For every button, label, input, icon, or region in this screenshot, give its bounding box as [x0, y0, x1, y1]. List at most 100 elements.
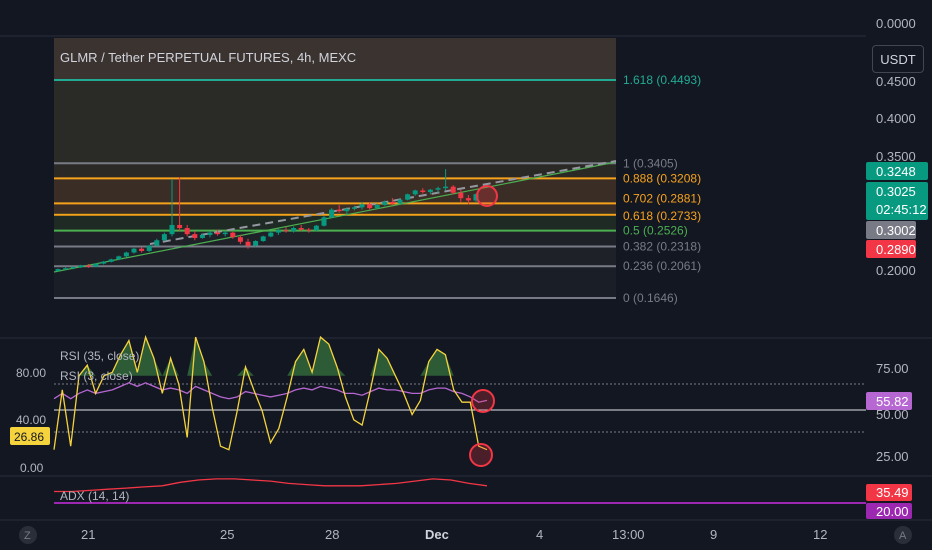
- fib-label: 1 (0.3405): [623, 156, 678, 170]
- rsi-right-tick: 25.00: [876, 449, 909, 464]
- time-tick: 4: [536, 527, 543, 542]
- candle-body: [367, 204, 373, 209]
- badge-bg: [866, 240, 916, 258]
- adx-pane: ADX (14, 14) 35.49 20.00: [54, 478, 912, 519]
- candle-body: [283, 230, 289, 232]
- candle-body: [245, 241, 251, 246]
- price-badge-low: 0.2890: [876, 242, 916, 257]
- price-tick: 0.0000: [876, 16, 916, 31]
- fib-label: 0.382 (0.2318): [623, 240, 701, 254]
- highlight-circle-rsi-fast: [469, 443, 493, 467]
- candle-body: [397, 199, 403, 204]
- symbol-title: GLMR / Tether PERPETUAL FUTURES, 4h, MEX…: [60, 50, 356, 65]
- uptrend-line: [53, 161, 617, 273]
- candle-body: [473, 194, 479, 201]
- candle-body: [260, 236, 266, 242]
- candle-body: [405, 194, 411, 200]
- candle-body: [222, 232, 228, 235]
- rsi-slow-badge-bg: [866, 392, 912, 410]
- time-tick: 9: [710, 527, 717, 542]
- rsi-overbought-fill: [54, 337, 487, 376]
- candle-body: [389, 201, 395, 204]
- candle-body: [351, 207, 357, 209]
- candle-body: [78, 265, 84, 268]
- auto-scale-button[interactable]: [894, 526, 912, 544]
- candle-body: [177, 224, 183, 229]
- price-badge-mid: 0.3002: [876, 223, 916, 238]
- candle-body: [427, 189, 433, 193]
- candle-body: [70, 267, 76, 269]
- fib-zone-top: [54, 38, 616, 80]
- highlight-circle-price: [476, 185, 498, 207]
- candle-body: [306, 229, 312, 231]
- candle-body: [420, 190, 426, 193]
- price-tick: 0.2000: [876, 263, 916, 278]
- rsi-pane: RSI (35, close) RSI (3, close) 80.00 40.…: [10, 334, 912, 475]
- candle-body: [131, 248, 137, 253]
- price-tick: 0.3500: [876, 149, 916, 164]
- candle-body: [139, 248, 145, 251]
- price-badge-high: 0.3248: [876, 164, 916, 179]
- candle-body: [382, 201, 388, 206]
- candle-body: [458, 192, 464, 199]
- fib-zone-upper: [54, 80, 616, 162]
- currency-button[interactable]: USDT: [872, 45, 924, 73]
- fib-zone-1: [54, 162, 616, 179]
- candle-body: [253, 241, 259, 246]
- candle-body: [412, 190, 418, 195]
- price-badge-last: 0.3025: [876, 184, 916, 199]
- price-badges: 0.3248 0.3025 02:45:12 0.3002 0.2890: [866, 162, 928, 258]
- badge-bg: [866, 221, 916, 239]
- rsi-left-tick: 80.00: [16, 366, 46, 380]
- candle-body: [55, 269, 61, 271]
- fib-zone-2: [54, 179, 616, 213]
- adx-badge: 35.49: [876, 485, 909, 500]
- candle-body: [154, 240, 160, 246]
- rsi-slow-line: [53, 382, 488, 403]
- time-tick: Dec: [425, 527, 449, 542]
- adx-title: ADX (14, 14): [60, 489, 129, 503]
- candle-body: [230, 232, 236, 238]
- fib-zone-4: [54, 230, 616, 266]
- highlight-circle-rsi-slow: [471, 389, 495, 413]
- candle-body: [207, 232, 213, 235]
- candle-body: [374, 205, 380, 209]
- time-tick: 25: [220, 527, 234, 542]
- candle-body: [63, 268, 69, 270]
- candle-body: [450, 186, 456, 193]
- timezone-icon: Z: [24, 530, 31, 542]
- candle-body: [465, 198, 471, 201]
- auto-scale-icon: A: [899, 530, 907, 542]
- candle-body: [199, 234, 205, 238]
- fib-label: 0.5 (0.2526): [623, 224, 688, 238]
- fib-label: 0.618 (0.2733): [623, 209, 701, 223]
- candle-body: [161, 234, 167, 241]
- rsi-right-tick: 50.00: [876, 407, 909, 422]
- candle-body: [344, 208, 350, 212]
- rsi-fast-title: RSI (3, close): [60, 369, 133, 383]
- candle-body: [215, 232, 221, 235]
- candle-body: [359, 204, 365, 208]
- candle-body: [237, 237, 243, 242]
- fib-label: 0.236 (0.2061): [623, 259, 701, 273]
- candle-body: [169, 224, 175, 235]
- fib-label: 0 (0.1646): [623, 291, 678, 305]
- adx-line: [54, 478, 488, 493]
- fib-label: 0.888 (0.3208): [623, 171, 701, 185]
- candle-body: [336, 209, 342, 212]
- candle-body: [123, 252, 129, 257]
- time-tick: 13:00: [612, 527, 645, 542]
- time-tick: 21: [81, 527, 95, 542]
- timezone-button[interactable]: [19, 526, 37, 544]
- candlestick-series: [55, 169, 479, 272]
- rsi-current-badge-bg: [10, 427, 50, 445]
- candle-body: [291, 228, 297, 232]
- candle-body: [321, 217, 327, 226]
- adx-threshold-badge-bg: [866, 503, 912, 519]
- fib-label: 1.618 (0.4493): [623, 73, 701, 87]
- time-tick: 28: [325, 527, 339, 542]
- rsi-left-tick: 40.00: [16, 413, 46, 427]
- rsi-slow-title: RSI (35, close): [60, 349, 139, 363]
- candle-body: [298, 228, 304, 230]
